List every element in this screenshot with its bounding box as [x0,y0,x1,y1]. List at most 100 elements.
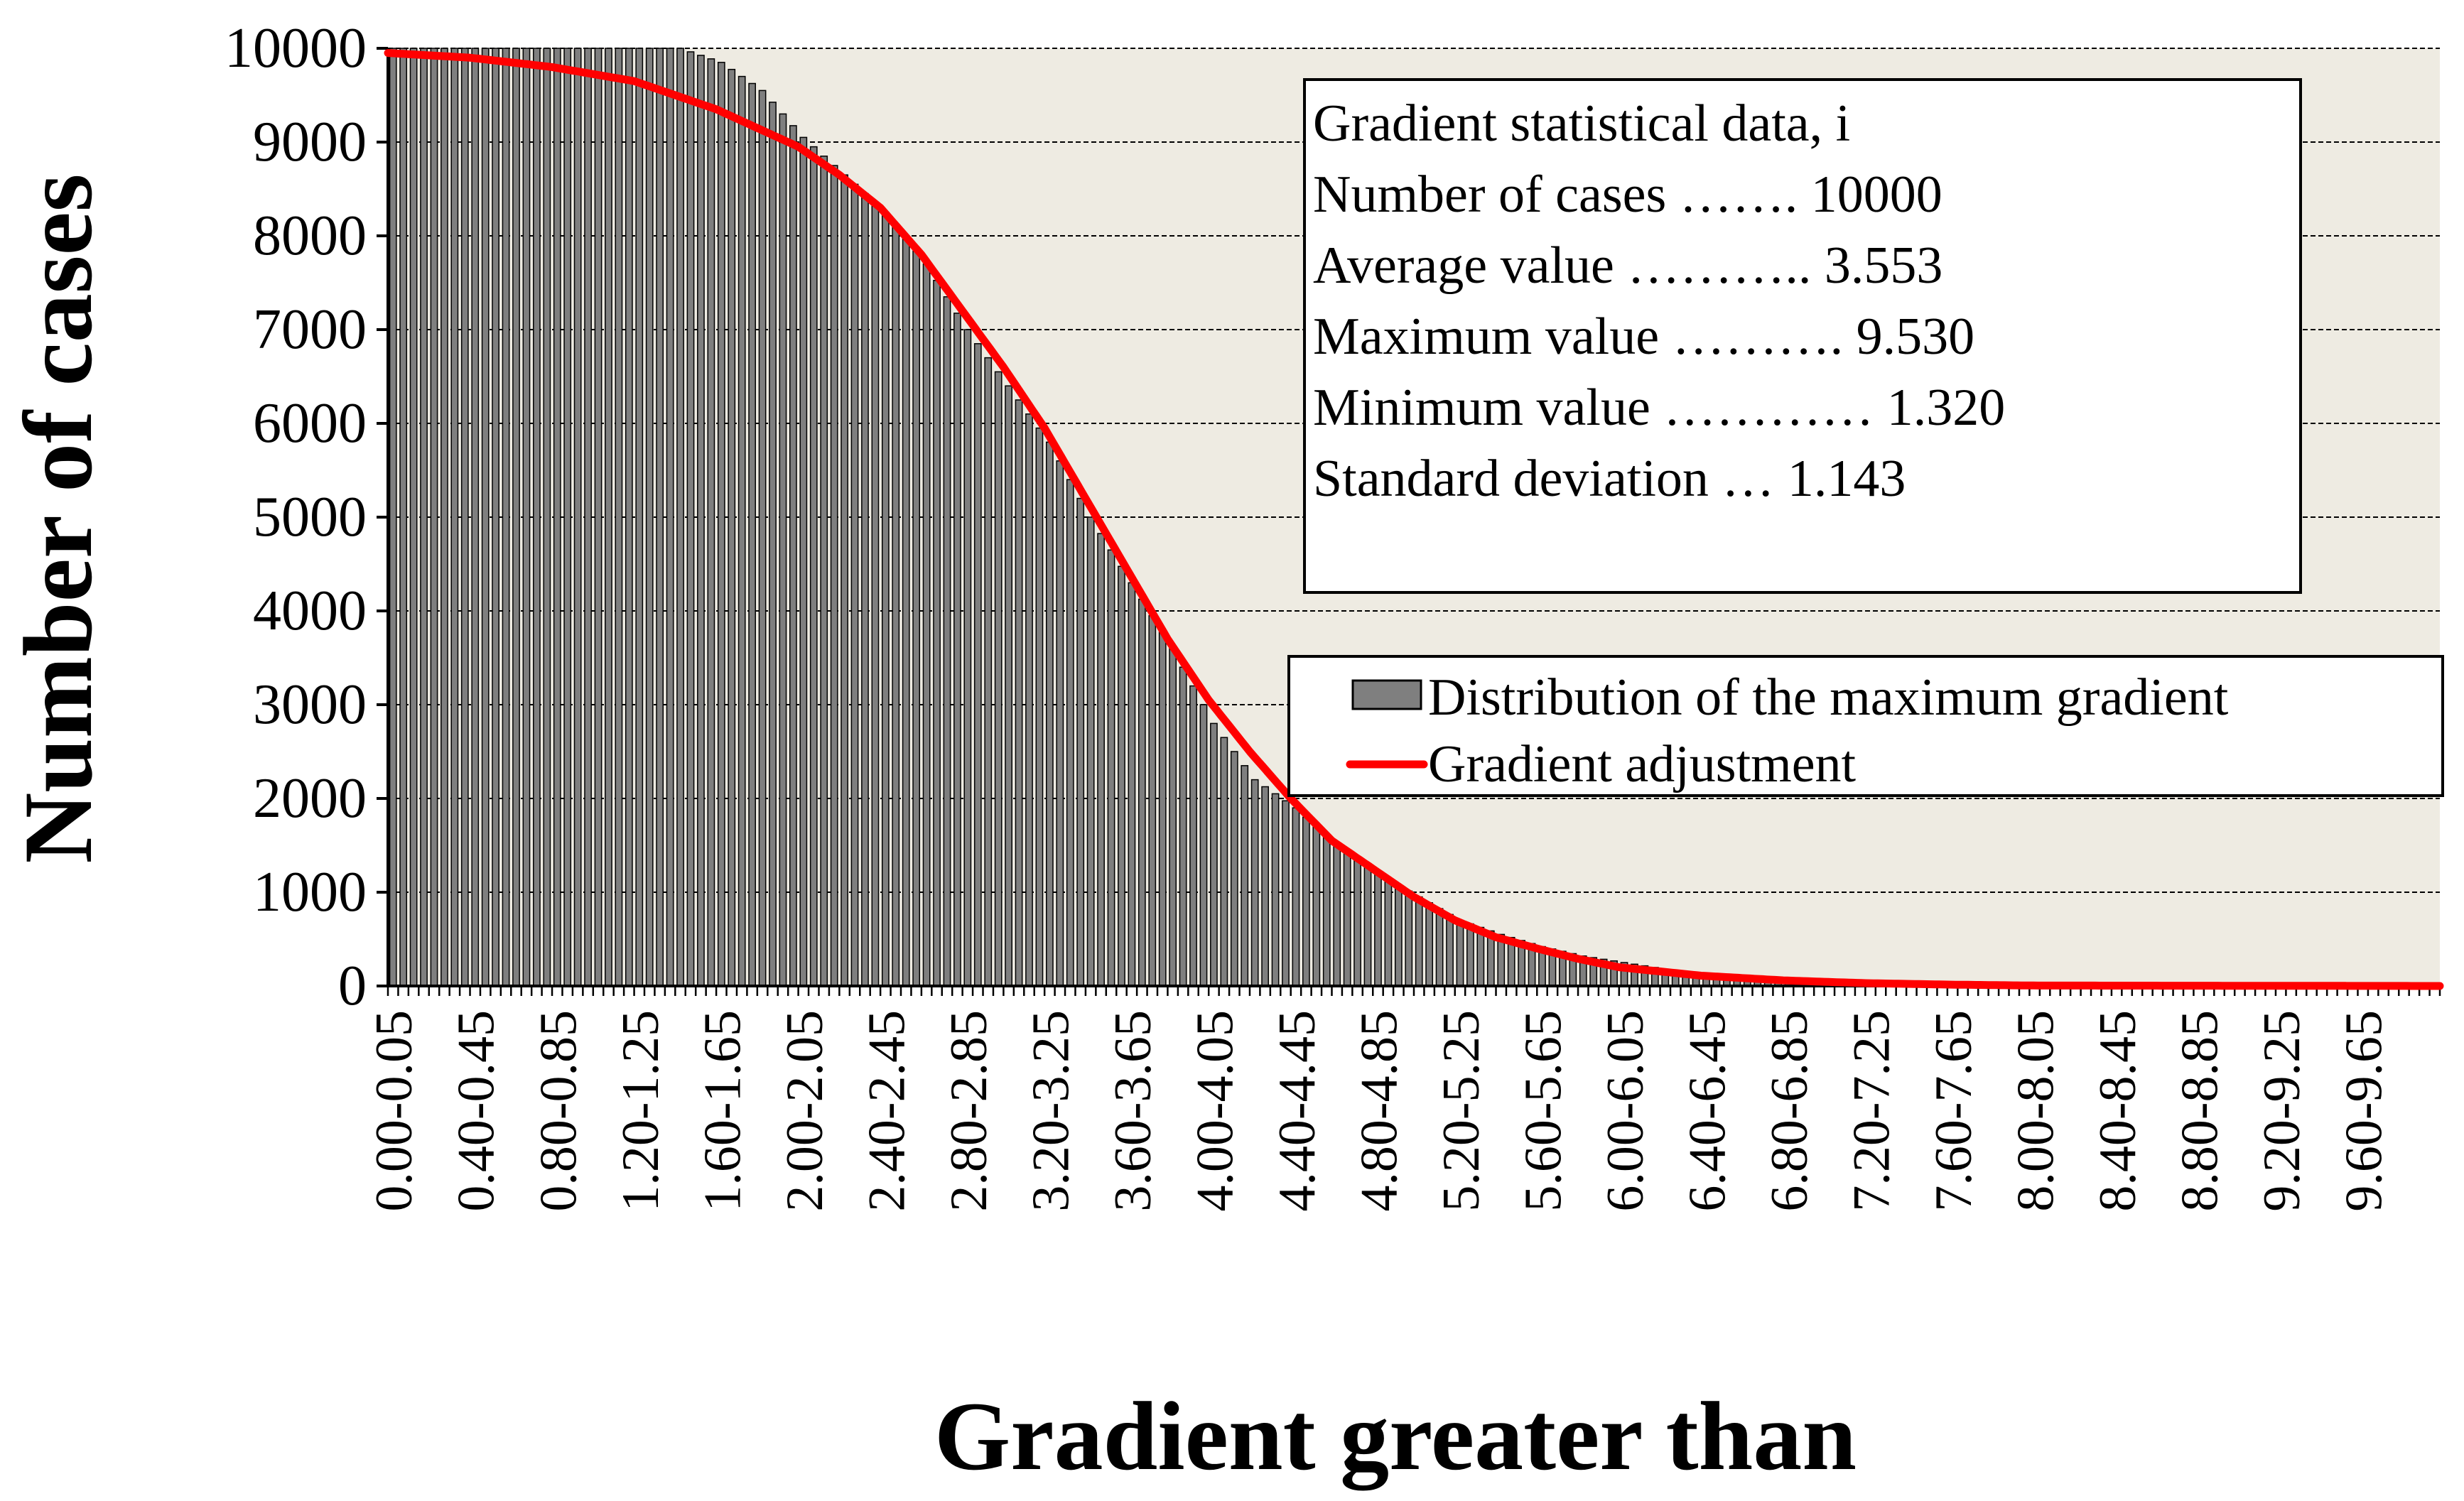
bar [871,202,880,987]
x-tick-label: 4.00-4.05 [1186,1010,1244,1212]
bar [1271,793,1280,987]
bar [1086,516,1095,987]
bar [1456,919,1464,987]
bar [563,48,572,987]
stats-box: Gradient statistical data, i Number of c… [1303,78,2302,594]
bar [922,263,931,987]
bar [799,136,808,987]
bar [881,212,890,987]
bar [533,48,541,987]
bar [625,48,633,987]
bar [676,48,684,987]
x-tick-labels: 0.00-0.05 0.40-0.45 0.80-0.85 1.20-1.25 1.60… [365,1010,2393,1212]
bar [1241,765,1249,987]
bar [615,48,623,987]
x-tick-label: 1.60-1.65 [693,1010,752,1212]
stats-line: Minimum value ………… 1.320 [1313,379,2005,437]
bar [1138,598,1146,987]
bar [1302,816,1310,987]
bar [737,75,746,987]
bar [481,48,490,987]
bar [1384,879,1393,987]
bar [1292,807,1300,987]
bar [943,296,951,987]
stats-line: Number of cases ……. 10000 [1313,166,1942,224]
bar [1374,872,1382,987]
bar [430,48,438,987]
bar [953,313,961,987]
y-tick-label: 6000 [253,392,367,455]
bar [973,343,982,987]
bar [1282,800,1290,987]
legend-label-bars: Distribution of the maximum gradient [1428,668,2229,727]
bar [1363,865,1372,987]
x-tick-label: 7.60-7.65 [1925,1010,1983,1212]
bar [1158,631,1167,987]
bar [1405,890,1413,987]
bar [522,48,531,987]
stats-line: Standard deviation … 1.143 [1313,450,1906,508]
bar [1148,614,1157,987]
x-tick-label: 2.40-2.45 [858,1010,916,1212]
bar [1046,441,1054,987]
bar [605,48,612,987]
bar [1466,923,1474,987]
x-tick-label: 7.20-7.25 [1843,1010,1901,1212]
bar [645,48,654,987]
y-axis-title: Number of cases [4,174,112,864]
bar [1035,427,1044,987]
y-tick-labels: 0 1000 2000 3000 4000 5000 6000 7000 8000 9000 100… [225,17,367,1017]
bar [1005,385,1012,987]
y-tick-label: 4000 [253,580,367,642]
bar [1189,685,1197,987]
x-tick-label: 0.40-0.45 [448,1010,506,1212]
bar [769,102,777,987]
stats-line: Average value ……….. 3.553 [1313,237,1942,295]
bar [450,48,459,987]
y-tick-label: 10000 [225,17,367,80]
bar [1446,914,1454,987]
fit-line [384,49,2444,990]
x-tick-label: 0.80-0.85 [529,1010,588,1212]
x-tick-label: 4.80-4.85 [1350,1010,1408,1212]
y-tick-label: 9000 [253,111,367,173]
bar [1076,497,1085,987]
bar [512,48,520,987]
bar [666,48,674,987]
y-tick-label: 2000 [253,767,367,830]
bar [809,146,818,987]
x-axis-title: Gradient greater than [934,1382,1857,1490]
bar [502,48,510,987]
legend-bar-swatch [1351,679,1422,710]
bar [1435,908,1444,987]
legend-frame [1287,655,2444,797]
bar [697,55,705,987]
x-tick-label: 8.80-8.85 [2171,1010,2230,1212]
bar [1353,859,1361,987]
bar [728,68,736,987]
bar [850,183,859,987]
x-tick-label: 5.20-5.25 [1432,1010,1491,1212]
bar [1015,399,1023,987]
x-tick-label: 3.60-3.65 [1104,1010,1162,1212]
bar [1230,751,1238,987]
bar [717,62,725,987]
bar [1312,825,1321,987]
bar [963,329,972,987]
bar [1118,565,1125,987]
bar [841,174,848,987]
bar [1394,884,1403,987]
y-tick-label: 8000 [253,205,367,267]
bar [779,113,787,987]
bar [861,193,869,987]
bar [1128,582,1136,987]
bar [1107,549,1115,987]
bar [492,48,499,987]
bar [399,48,408,987]
bar [1322,835,1331,987]
y-tick-label: 5000 [253,486,367,548]
stats-box-frame [1303,78,2302,594]
x-tick-label: 8.40-8.45 [2089,1010,2147,1212]
y-tick-label: 0 [338,955,367,1017]
